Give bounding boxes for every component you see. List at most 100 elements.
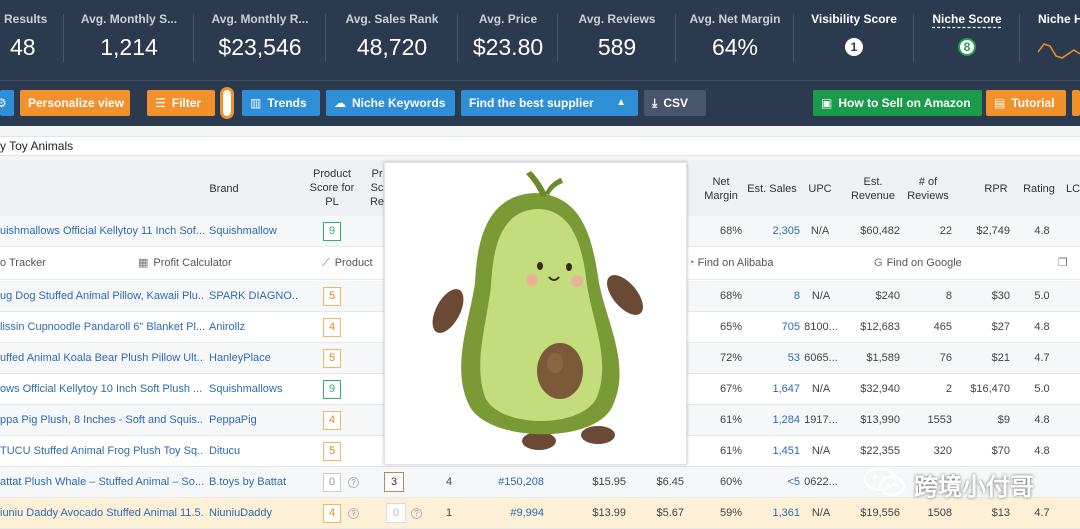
column-header-est-sales[interactable]: Est. Sales [747, 183, 797, 195]
rpr: $16,470 [970, 383, 1010, 395]
column-header-upc[interactable]: UPC [808, 183, 832, 195]
net-margin: 65% [719, 321, 742, 333]
table-row[interactable]: iuniu Daddy Avocado Stuffed Animal 11.5.… [0, 498, 1080, 529]
metric-label: Avg. Monthly R... [211, 12, 309, 26]
help-icon[interactable]: ? [411, 508, 422, 519]
est-sales[interactable]: 705 [781, 321, 800, 333]
column-header-line: Re [369, 196, 385, 208]
column-header-rpr[interactable]: RPR [984, 183, 1008, 195]
column-header-partial[interactable]: Pr Sc Re [368, 167, 386, 209]
brand-link[interactable]: Squishmallows [209, 383, 283, 395]
product-name-link[interactable]: ows Official Kellytoy 10 Inch Soft Plush… [0, 383, 203, 395]
brand-link[interactable]: NiuniuDaddy [209, 507, 272, 519]
column-header-product-score[interactable]: Product Score for PL [300, 167, 364, 209]
net-margin: 61% [719, 445, 742, 457]
sales-rank[interactable]: #9,994 [510, 507, 544, 519]
brand-link[interactable]: Squishmallow [209, 225, 277, 237]
filter-button[interactable]: ☰ Filter [147, 90, 215, 116]
reviews: 1553 [927, 414, 952, 426]
brand-link[interactable]: PeppaPig [209, 414, 257, 426]
product-history-label: Product [334, 257, 373, 269]
est-sales[interactable]: 1,284 [772, 414, 800, 426]
product-name-link[interactable]: ug Dog Stuffed Animal Pillow, Kawaii Plu… [0, 290, 204, 302]
metric-value: $23,546 [218, 34, 302, 60]
product-name-link[interactable]: uishmallows Official Kellytoy 11 Inch So… [0, 225, 204, 237]
brand-link[interactable]: SPARK DIAGNO... [209, 290, 299, 302]
upc: 1917... [804, 414, 838, 426]
metric-label: Avg. Net Margin [689, 12, 781, 26]
product-name-link[interactable]: ppa Pig Plush, 8 Inches - Soft and Squis… [0, 414, 204, 426]
est-sales[interactable]: <5 [787, 476, 800, 488]
find-on-google-link[interactable]: G Find on Google [874, 247, 962, 280]
csv-button[interactable]: ⤓ CSV [644, 90, 706, 116]
niche-score[interactable]: Niche Score 8 [914, 0, 1020, 80]
brand-link[interactable]: Anirollz [209, 321, 246, 333]
est-sales[interactable]: 1,361 [772, 507, 800, 519]
column-header-rating[interactable]: Rating [1023, 183, 1055, 195]
product-name-link[interactable]: lissin Cupnoodle Pandaroll 6" Blanket Pl… [0, 321, 204, 333]
copy-button[interactable]: ❐ [1058, 247, 1073, 280]
settings-button[interactable]: ⚙ [0, 90, 14, 116]
product-name-link[interactable]: iuniu Daddy Avocado Stuffed Animal 11.5.… [0, 507, 204, 519]
est-sales[interactable]: 1,647 [772, 383, 800, 395]
rpr: $13 [991, 507, 1010, 519]
help-icon[interactable]: ? [348, 508, 359, 519]
rating: 5.0 [1034, 383, 1050, 395]
filter-toggle[interactable] [220, 87, 234, 119]
find-on-alibaba-link[interactable]: ◔ Find on Alibaba [688, 247, 774, 280]
tutorial-button[interactable]: ▤ Tutorial [986, 90, 1066, 116]
table-row[interactable]: ows Official Kellytoy 10 Inch Soft Plush… [0, 374, 1080, 405]
brand-link[interactable]: HanleyPlace [209, 352, 271, 364]
trends-button[interactable]: ▥ Trends [242, 90, 320, 116]
find-supplier-button[interactable]: Find the best supplier ▲ [461, 90, 638, 116]
fees: $6.45 [656, 476, 684, 488]
product-image-preview [384, 162, 687, 465]
rating: 4.8 [1034, 414, 1050, 426]
upc: 0622... [804, 476, 838, 488]
help-icon[interactable]: ? [348, 477, 359, 488]
est-sales[interactable]: 8 [793, 290, 800, 302]
rpr: $21 [991, 352, 1010, 364]
upc: N/A [811, 507, 831, 519]
column-header-est-revenue[interactable]: Est. Revenue [846, 175, 900, 203]
metric-label: Avg. Price [478, 12, 538, 26]
upc: N/A [811, 290, 831, 302]
product-name-link[interactable]: attat Plush Whale – Stuffed Animal – So.… [0, 476, 204, 488]
column-header-brand[interactable]: Brand [209, 183, 239, 195]
reviews: 22 [939, 225, 952, 237]
how-to-sell-button[interactable]: ▣ How to Sell on Amazon [813, 90, 982, 116]
visibility-score[interactable]: Visibility Score 1 [794, 0, 914, 80]
score-box[interactable]: 3 [384, 472, 404, 492]
score-box[interactable]: 0 [386, 503, 406, 523]
more-button[interactable] [1072, 90, 1080, 116]
product-score-badge: 9 [323, 380, 341, 399]
personalize-view-label: Personalize view [28, 96, 125, 110]
metric-value: 589 [597, 34, 637, 60]
reviews: 8 [945, 290, 952, 302]
bar-chart-icon: ▥ [250, 96, 262, 110]
product-name-link[interactable]: TUCU Stuffed Animal Frog Plush Toy Sq... [0, 445, 204, 457]
est-sales[interactable]: 1,451 [772, 445, 800, 457]
brand-link[interactable]: Ditucu [209, 445, 241, 457]
est-sales[interactable]: 53 [787, 352, 800, 364]
column-header-net-margin[interactable]: Net Margin [700, 175, 742, 203]
alibaba-icon: ◔ [688, 257, 695, 269]
column-header-reviews[interactable]: # of Reviews [904, 175, 952, 203]
profit-calculator-link[interactable]: ▦ Profit Calculator [138, 247, 232, 280]
metric-value: 64% [711, 34, 759, 60]
sales-rank[interactable]: #150,208 [498, 476, 544, 488]
keyword-search-input[interactable] [0, 136, 1080, 156]
tracker-link[interactable]: o Tracker [0, 247, 46, 280]
metric-results: Results 48 [0, 0, 64, 80]
brand-link[interactable]: B.toys by Battat [209, 476, 287, 488]
product-history-link[interactable]: ⟋ Product [322, 247, 373, 280]
niche-history[interactable]: Niche H [1020, 0, 1080, 80]
est-sales[interactable]: 2,305 [772, 225, 800, 237]
metric-avg-sales-rank: Avg. Sales Rank 48,720 [326, 0, 458, 80]
personalize-view-button[interactable]: Personalize view [20, 90, 130, 116]
column-header-lqs[interactable]: LC [1066, 183, 1080, 195]
metric-avg-monthly-sales: Avg. Monthly S... 1,214 [64, 0, 194, 80]
est-revenue: $22,355 [860, 445, 900, 457]
product-name-link[interactable]: uffed Animal Koala Bear Plush Pillow Ult… [0, 352, 204, 364]
niche-keywords-button[interactable]: ☁ Niche Keywords [326, 90, 455, 116]
